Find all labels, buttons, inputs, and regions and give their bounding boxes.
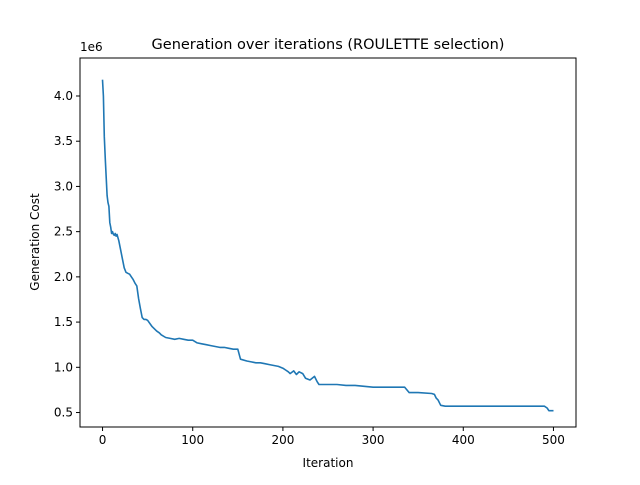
plot-area <box>79 57 577 428</box>
x-tick-label: 0 <box>99 433 107 447</box>
y-axis-label: Generation Cost <box>28 193 42 291</box>
y-tick-label: 0.5 <box>54 406 73 420</box>
y-multiplier-label: 1e6 <box>80 40 103 54</box>
x-tick-label: 100 <box>181 433 204 447</box>
y-tick-label: 3.5 <box>54 134 73 148</box>
y-tick-label: 1.5 <box>54 315 73 329</box>
x-tick-label: 300 <box>362 433 385 447</box>
y-axis: 0.5 1.0 1.5 2.0 2.5 3.0 3.5 4.0 <box>54 89 80 420</box>
generation-cost-line <box>101 79 554 412</box>
x-tick-label: 400 <box>452 433 475 447</box>
y-tick-label: 3.0 <box>54 179 73 193</box>
y-tick-label: 2.5 <box>54 225 73 239</box>
y-tick-label: 4.0 <box>54 89 73 103</box>
y-tick-label: 2.0 <box>54 270 73 284</box>
x-tick-label: 200 <box>271 433 294 447</box>
x-axis: 0 100 200 300 400 500 <box>99 427 565 447</box>
y-tick-label: 1.0 <box>54 360 73 374</box>
x-axis-label: Iteration <box>303 456 354 470</box>
x-tick-label: 500 <box>542 433 565 447</box>
chart-title: Generation over iterations (ROULETTE sel… <box>152 37 505 53</box>
